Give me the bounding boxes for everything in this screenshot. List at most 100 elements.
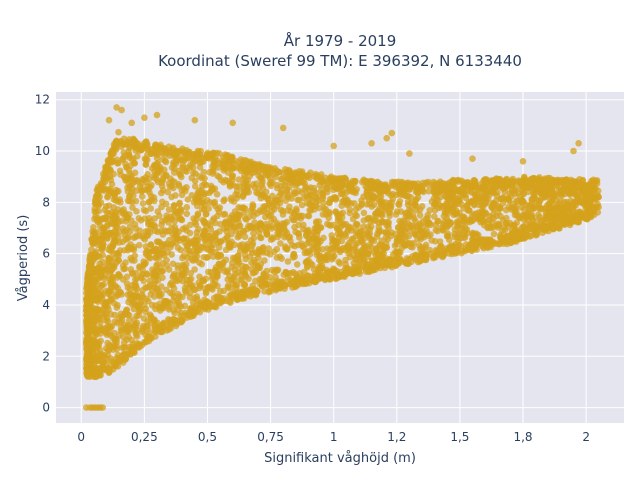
data-point — [253, 288, 260, 296]
data-point — [425, 219, 432, 226]
data-point — [185, 148, 192, 156]
data-point — [410, 224, 417, 232]
data-point — [131, 252, 139, 259]
data-point — [360, 176, 368, 184]
data-point — [133, 312, 140, 320]
data-point — [186, 294, 194, 301]
data-point — [274, 221, 281, 229]
data-point — [264, 230, 271, 237]
data-point — [113, 104, 120, 111]
data-point — [455, 230, 462, 238]
data-point — [178, 187, 186, 194]
data-point — [462, 194, 470, 202]
data-point — [367, 243, 375, 250]
data-point — [412, 217, 419, 225]
data-point — [373, 233, 381, 240]
data-point — [355, 265, 362, 273]
data-point — [332, 208, 340, 215]
data-point — [150, 317, 158, 324]
data-point — [241, 181, 249, 188]
data-point — [453, 209, 460, 217]
data-point — [293, 261, 301, 268]
data-point — [547, 196, 554, 204]
data-point — [542, 215, 550, 222]
data-point — [83, 324, 90, 332]
data-point — [210, 168, 217, 175]
data-point — [283, 245, 291, 253]
data-point — [319, 193, 327, 200]
data-point — [187, 270, 194, 277]
data-point — [230, 291, 238, 299]
data-point — [474, 215, 482, 223]
data-point — [314, 227, 321, 234]
data-point — [94, 265, 102, 272]
data-point — [481, 176, 489, 183]
data-point — [156, 212, 163, 220]
data-point — [141, 114, 148, 121]
data-point — [198, 243, 205, 251]
data-point — [125, 243, 132, 251]
data-point — [191, 116, 199, 124]
data-point — [534, 223, 541, 231]
data-point — [470, 177, 478, 184]
data-point — [345, 247, 353, 254]
data-point — [496, 221, 503, 229]
data-point — [281, 285, 288, 293]
data-point — [535, 211, 542, 219]
data-point — [165, 180, 173, 187]
data-point — [425, 232, 432, 240]
data-point — [235, 176, 243, 183]
data-point — [204, 253, 211, 261]
data-point — [93, 373, 100, 381]
data-point — [360, 240, 367, 248]
data-point — [158, 182, 166, 190]
data-point — [129, 139, 137, 147]
data-point — [267, 284, 275, 292]
data-point — [483, 243, 491, 251]
data-point — [567, 176, 575, 184]
data-point — [366, 226, 374, 233]
data-point — [542, 209, 550, 216]
data-point — [241, 233, 249, 241]
data-point — [189, 164, 197, 171]
data-point — [139, 193, 146, 200]
data-point — [236, 164, 244, 171]
data-point — [269, 192, 276, 200]
data-point — [142, 156, 150, 163]
data-point — [423, 251, 430, 259]
data-point — [374, 187, 382, 194]
data-point — [259, 275, 266, 282]
data-point — [177, 206, 185, 213]
data-point — [88, 246, 95, 253]
data-point — [220, 157, 227, 165]
data-point — [564, 202, 571, 209]
data-point — [113, 223, 120, 230]
data-point — [201, 219, 208, 227]
data-point — [114, 363, 122, 370]
data-point — [349, 269, 357, 277]
data-point — [453, 244, 461, 251]
data-point — [464, 206, 472, 214]
data-point — [166, 148, 173, 155]
data-point — [128, 291, 135, 298]
data-point — [210, 241, 217, 249]
data-point — [294, 196, 301, 204]
data-point — [193, 202, 201, 210]
data-point — [245, 222, 252, 230]
data-point — [285, 191, 292, 199]
data-point — [359, 246, 366, 253]
data-point — [416, 212, 424, 219]
data-point — [284, 258, 292, 265]
data-point — [384, 185, 392, 193]
data-point — [283, 186, 291, 193]
data-point — [541, 194, 549, 201]
data-point — [439, 186, 447, 194]
data-point — [190, 169, 197, 177]
data-point — [274, 169, 282, 176]
data-point — [251, 168, 258, 176]
data-point — [519, 184, 526, 192]
data-point — [382, 234, 390, 241]
data-point — [139, 232, 147, 240]
data-point — [115, 128, 122, 136]
data-point — [83, 283, 91, 290]
